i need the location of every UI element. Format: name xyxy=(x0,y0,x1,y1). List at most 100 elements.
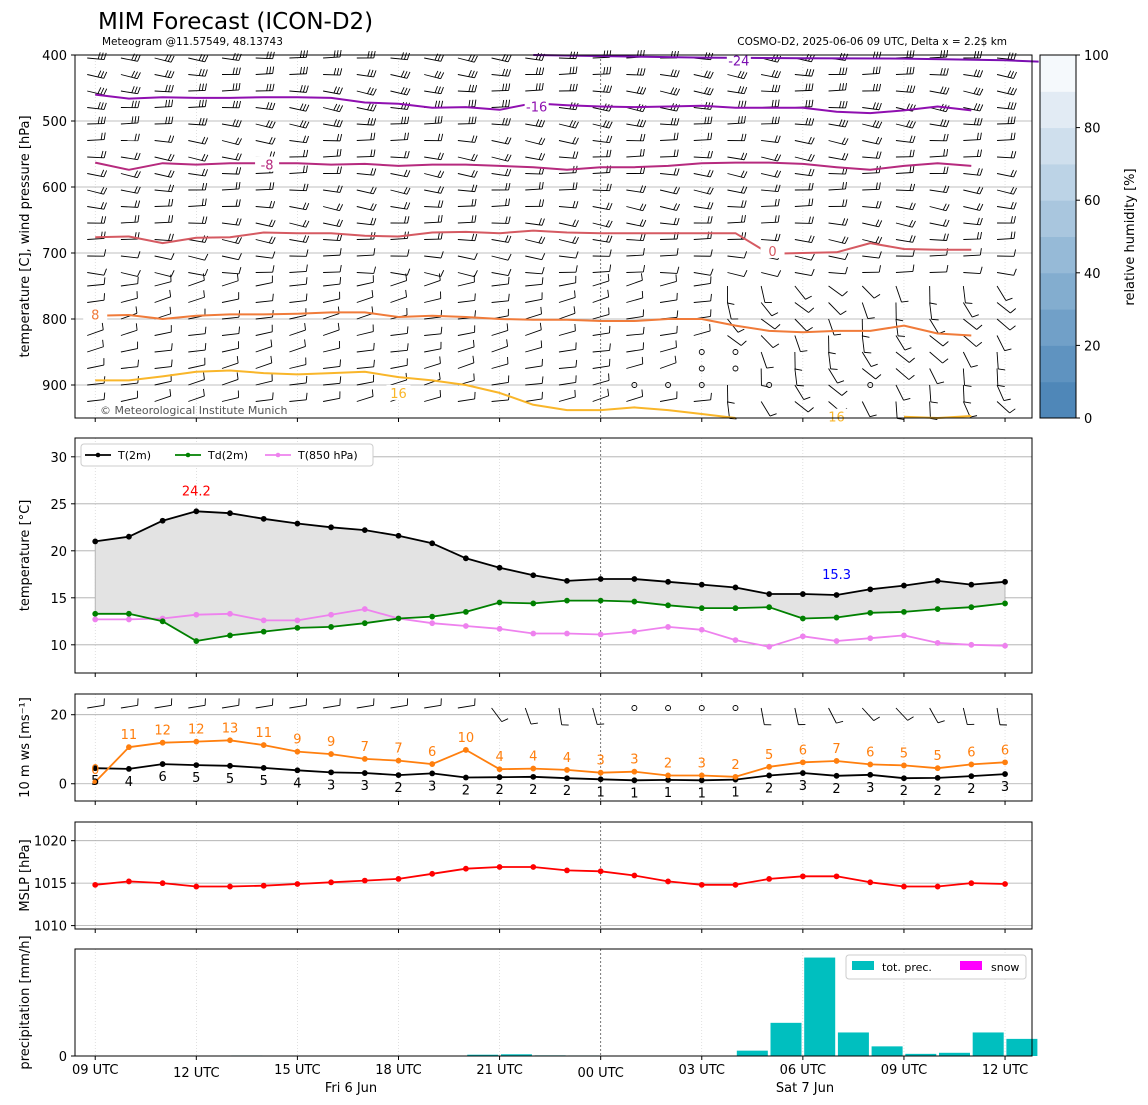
wind-barb-feather xyxy=(840,310,847,316)
wind-barb-feather xyxy=(473,55,478,63)
wind-barb xyxy=(457,255,475,261)
gust-label: 3 xyxy=(630,753,638,768)
wind-barb xyxy=(525,272,543,275)
wind-barb-feather xyxy=(872,83,876,91)
wind-barb-feather xyxy=(901,300,909,303)
wind-barb-feather xyxy=(339,219,343,227)
wind-barb xyxy=(87,364,104,369)
gust-point xyxy=(564,767,570,773)
wind-barb-feather xyxy=(808,69,812,76)
gust-point xyxy=(833,758,840,764)
wind-barb-feather xyxy=(134,200,138,208)
wind-barb-feather xyxy=(268,136,273,144)
wind-barb-feather xyxy=(440,186,445,194)
wind-barb-feather xyxy=(808,235,812,243)
max-temp-label: 24.2 xyxy=(182,484,211,499)
legend-t850-marker xyxy=(275,452,281,458)
wind-barb-feather xyxy=(339,148,342,157)
wind-barb xyxy=(87,299,105,303)
wind-barb-feather xyxy=(97,52,101,60)
wind-barb-feather xyxy=(270,339,273,347)
wind-barb xyxy=(626,363,643,369)
wind-barb-feather xyxy=(502,99,505,108)
wind-barb-feather xyxy=(639,68,643,76)
wind-barb-feather xyxy=(945,120,950,128)
wind-barb-feather xyxy=(538,182,541,190)
time-tick-label: 03 UTC xyxy=(679,1063,725,1078)
wind-barb-feather xyxy=(777,154,782,162)
wind-barb-feather xyxy=(232,119,236,127)
wind-barb-feather xyxy=(468,70,472,77)
wind-barb-feather xyxy=(238,199,241,207)
mslp-point xyxy=(260,882,267,889)
wind-barb-feather xyxy=(909,135,913,143)
y-tick-label: 10 xyxy=(50,639,67,654)
wind-barb-feather xyxy=(803,396,811,400)
wind-barb-feather xyxy=(976,186,981,194)
wind-barb xyxy=(592,349,610,353)
wind-barb xyxy=(323,283,341,287)
wind-barb-feather xyxy=(839,83,841,91)
wind-speed-label: 3 xyxy=(361,779,369,794)
wind-barb-feather xyxy=(795,368,803,371)
wind-barb-feather xyxy=(272,293,274,301)
wind-barb-feather xyxy=(434,86,438,93)
wind-barb-feather xyxy=(201,99,204,107)
wind-barb-feather xyxy=(168,184,172,192)
wind-barb-feather xyxy=(937,381,945,385)
contour-label-bg xyxy=(524,98,549,114)
wind-barb-feather xyxy=(100,202,104,209)
wind-barb-feather xyxy=(201,168,205,176)
td2m-point xyxy=(934,606,941,612)
wind-speed-point xyxy=(260,764,267,771)
wind-barb xyxy=(929,335,944,347)
wind-barb-feather xyxy=(946,265,949,273)
wind-barb-feather xyxy=(508,276,510,284)
wind-barb xyxy=(356,281,374,287)
wind-barb-feather xyxy=(539,322,542,330)
wind-barb xyxy=(390,272,408,276)
wind-barb-feather xyxy=(777,71,781,78)
wind-barb xyxy=(862,255,880,259)
wind-barb-feather xyxy=(909,85,913,93)
gust-label: 0 xyxy=(91,763,99,778)
wind-barb-feather xyxy=(710,293,712,301)
td2m-point xyxy=(159,618,166,625)
wind-barb-feather xyxy=(403,71,408,78)
wind-barb xyxy=(221,397,239,402)
wind-barb-feather xyxy=(100,132,103,140)
wind-barb-feather xyxy=(507,268,512,276)
wind-barb-feather xyxy=(336,119,340,127)
wind-barb xyxy=(188,272,206,277)
wind-barb-feather xyxy=(673,132,676,140)
colorbar-label: relative humidity [%] xyxy=(1123,168,1138,305)
wind-barb-feather xyxy=(272,201,276,209)
wind-barb-feather xyxy=(400,101,405,109)
y-tick-label: 20 xyxy=(50,545,67,560)
wind-barb-feather xyxy=(608,220,613,228)
wind-barb-feather xyxy=(440,54,445,62)
wind-barb-feather xyxy=(97,116,100,124)
wind-barb-feather xyxy=(710,151,713,159)
wind-barb-feather xyxy=(236,372,239,380)
wind-barb-feather xyxy=(710,116,713,124)
wind-barb-feather xyxy=(777,233,781,241)
wind-barb-feather xyxy=(777,198,780,206)
gust-point xyxy=(92,779,99,785)
legend-t2m-marker xyxy=(95,452,101,458)
wind-barb xyxy=(929,368,938,384)
isotherm-label: 16 xyxy=(390,387,407,402)
time-tick-label: 12 UTC xyxy=(173,1066,219,1081)
wind-barb-feather xyxy=(373,104,377,112)
wind-barb-feather xyxy=(339,166,342,174)
wind-barb-feather xyxy=(535,119,540,127)
wind-barb-feather xyxy=(136,72,141,79)
wind-barb-feather xyxy=(339,277,342,285)
wind-barb xyxy=(660,332,677,336)
wind-speed-label: 1 xyxy=(698,786,706,801)
wind-barb-feather xyxy=(404,216,407,224)
wind-speed-point xyxy=(462,774,469,781)
time-tick-label: 09 UTC xyxy=(881,1063,927,1078)
